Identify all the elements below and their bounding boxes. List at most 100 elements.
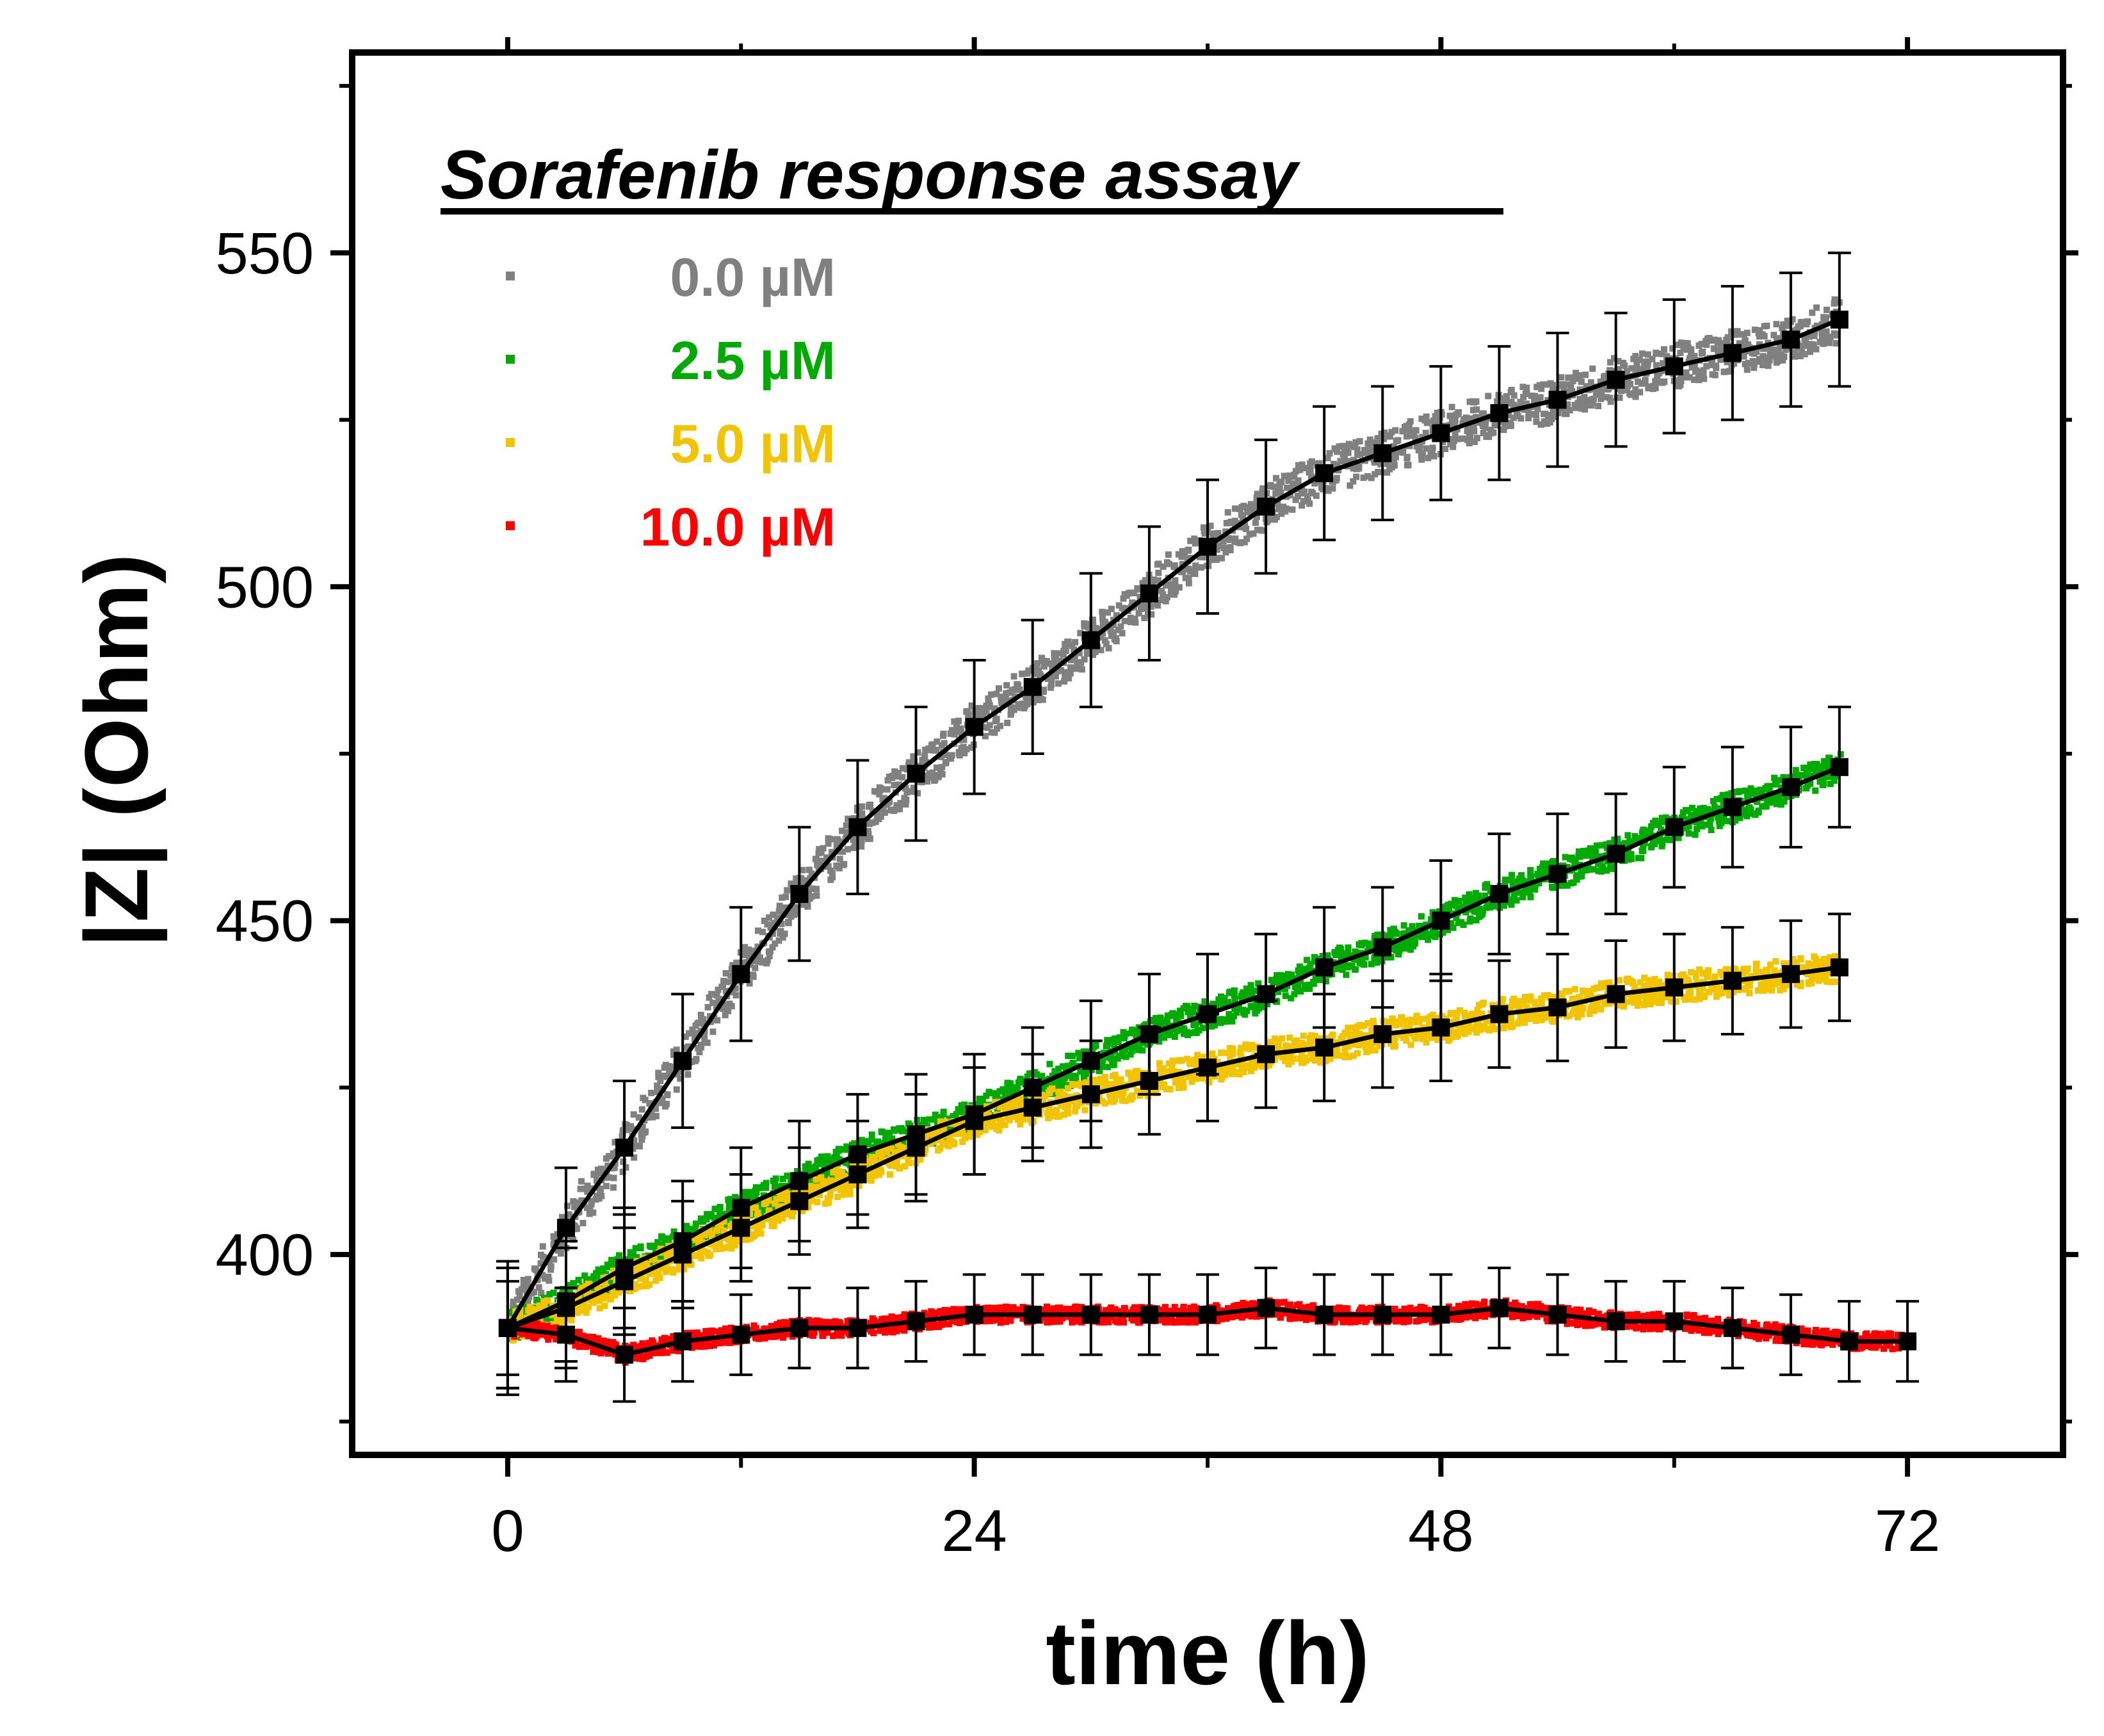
- scatter-point: [1244, 508, 1251, 515]
- scatter-point: [1564, 401, 1571, 408]
- scatter-point: [1521, 889, 1528, 896]
- scatter-point: [805, 866, 813, 873]
- scatter-point: [1282, 986, 1289, 993]
- scatter-point: [807, 1165, 814, 1172]
- scatter-point: [1377, 460, 1384, 467]
- scatter-point: [544, 1297, 551, 1304]
- scatter-point: [1603, 841, 1610, 848]
- scatter-point: [1826, 754, 1833, 761]
- scatter-point: [558, 1319, 565, 1326]
- scatter-point: [654, 1082, 661, 1089]
- scatter-point: [1329, 485, 1336, 492]
- scatter-point: [895, 1125, 902, 1132]
- scatter-point: [816, 861, 823, 868]
- scatter-point: [1710, 345, 1717, 352]
- scatter-point: [1049, 664, 1056, 671]
- scatter-point: [1827, 334, 1834, 341]
- scatter-point: [1823, 306, 1830, 313]
- scatter-point: [1538, 385, 1545, 393]
- scatter-point: [1288, 485, 1295, 492]
- scatter-point: [709, 1234, 716, 1241]
- scatter-point: [714, 1017, 721, 1024]
- scatter-point: [1052, 655, 1059, 662]
- scatter-point: [1065, 675, 1072, 682]
- scatter-point: [584, 1188, 591, 1195]
- scatter-point: [646, 1242, 653, 1249]
- scatter-point: [1776, 791, 1783, 799]
- scatter-point: [1172, 583, 1179, 590]
- scatter-point: [1597, 378, 1604, 385]
- scatter-point: [1834, 332, 1841, 339]
- scatter-point: [570, 1236, 577, 1243]
- scatter-point: [875, 1151, 882, 1158]
- scatter-point: [1509, 872, 1516, 879]
- scatter-point: [877, 1166, 884, 1173]
- scatter-point: [663, 1100, 670, 1107]
- scatter-point: [1447, 421, 1454, 428]
- scatter-point: [1589, 856, 1596, 863]
- scatter-point: [881, 809, 888, 816]
- scatter-point: [1334, 448, 1341, 455]
- scatter-point: [1012, 1096, 1019, 1103]
- scatter-point: [895, 1141, 902, 1148]
- scatter-point: [670, 1228, 677, 1235]
- scatter-point: [1533, 418, 1540, 425]
- scatter-point: [1628, 856, 1635, 863]
- scatter-point: [558, 1315, 565, 1322]
- scatter-point: [715, 999, 722, 1006]
- scatter-point: [654, 1089, 661, 1096]
- scatter-point: [1252, 519, 1259, 526]
- scatter-point: [665, 1253, 672, 1260]
- scatter-point: [551, 1256, 558, 1263]
- scatter-point: [573, 1304, 580, 1311]
- scatter-point: [1223, 545, 1230, 552]
- scatter-point: [1649, 840, 1656, 847]
- scatter-point: [890, 806, 897, 813]
- scatter-point: [1190, 1070, 1197, 1077]
- scatter-point: [809, 1186, 816, 1193]
- scatter-point: [1285, 975, 1292, 982]
- scatter-point: [1032, 670, 1039, 677]
- scatter-point: [1260, 527, 1267, 534]
- scatter-point: [1151, 1087, 1158, 1094]
- scatter-point: [643, 1260, 650, 1267]
- scatter-point: [1081, 1048, 1088, 1055]
- scatter-point: [1558, 374, 1565, 381]
- scatter-point: [1801, 351, 1808, 358]
- scatter-point: [1053, 1109, 1060, 1116]
- scatter-point: [1136, 1038, 1143, 1045]
- scatter-point: [1777, 342, 1784, 349]
- scatter-point: [1818, 335, 1825, 342]
- scatter-point: [1510, 414, 1517, 421]
- scatter-point: [939, 763, 946, 770]
- scatter-point: [1115, 626, 1122, 633]
- scatter-point: [1491, 901, 1498, 908]
- scatter-point: [1156, 1038, 1163, 1045]
- scatter-point: [1192, 540, 1199, 547]
- scatter-point: [630, 1111, 637, 1118]
- scatter-point: [1430, 929, 1437, 936]
- scatter-point: [1144, 611, 1151, 618]
- scatter-point: [1442, 445, 1449, 452]
- scatter-point: [1471, 439, 1478, 446]
- scatter-point: [1384, 460, 1391, 467]
- scatter-point: [1048, 1113, 1055, 1120]
- scatter-point: [1621, 362, 1628, 369]
- scatter-point: [1423, 445, 1430, 452]
- scatter-point: [1757, 786, 1764, 793]
- scatter-point: [725, 1203, 732, 1210]
- scatter-point: [1450, 924, 1457, 931]
- scatter-point: [1234, 1060, 1242, 1067]
- scatter-point: [760, 959, 767, 966]
- scatter-point: [754, 1209, 761, 1216]
- scatter-point: [590, 1299, 597, 1306]
- scatter-point: [1576, 853, 1583, 860]
- scatter-point: [1350, 457, 1357, 464]
- scatter-point: [1648, 823, 1655, 830]
- scatter-point: [1400, 446, 1407, 453]
- scatter-point: [833, 842, 840, 849]
- scatter-point: [692, 1057, 699, 1064]
- scatter-point: [1831, 296, 1838, 303]
- scatter-point: [745, 946, 752, 953]
- scatter-point: [1055, 650, 1062, 657]
